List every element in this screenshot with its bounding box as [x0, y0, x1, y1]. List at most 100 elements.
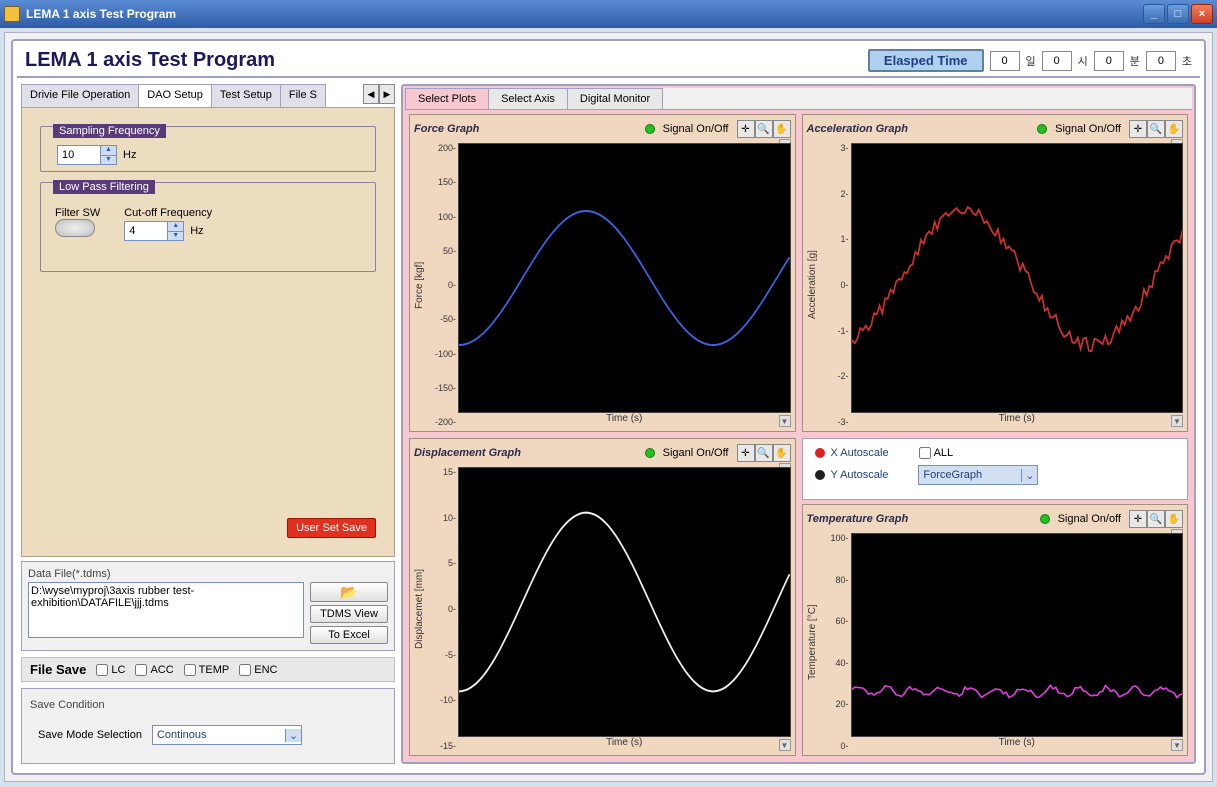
- led-icon: [645, 124, 655, 134]
- save-mode-combo[interactable]: Continous ⌄: [152, 725, 302, 745]
- dao-setup-panel: Sampling Frequency ▲▼ Hz Low Pass Filter…: [21, 108, 395, 557]
- accel-plot-cell: Acceleration Graph Signal On/Off ✛ 🔍 ✋ ▲…: [802, 114, 1189, 432]
- cursor-tool-button[interactable]: ✛: [1129, 120, 1147, 138]
- chk-enc[interactable]: [239, 664, 251, 676]
- left-tabs: Drivie File Operation DAO Setup Test Set…: [21, 84, 395, 108]
- app-title: LEMA 1 axis Test Program: [25, 49, 868, 72]
- autoscale-panel: X Autoscale ALL Y Autoscale ForceGraph ⌄: [802, 438, 1189, 500]
- tab-dao-setup[interactable]: DAO Setup: [138, 84, 212, 107]
- to-excel-button[interactable]: To Excel: [310, 626, 388, 644]
- pan-tool-button[interactable]: ✋: [773, 444, 791, 462]
- spin-down-icon[interactable]: ▼: [167, 231, 183, 240]
- temp-plot-area[interactable]: [851, 533, 1184, 737]
- pan-tool-button[interactable]: ✋: [1165, 510, 1183, 528]
- browse-folder-button[interactable]: 📂: [310, 582, 388, 602]
- disp-plot-cell: Displacement Graph Siganl On/Off ✛ 🔍 ✋ ▲…: [409, 438, 796, 756]
- spin-up-icon[interactable]: ▲: [167, 222, 183, 231]
- elapsed-sec-field[interactable]: [1146, 51, 1176, 71]
- app-icon: [4, 6, 20, 22]
- accel-ylabel: Acceleration [g]: [807, 143, 821, 427]
- tdms-view-button[interactable]: TDMS View: [310, 605, 388, 623]
- sampling-unit: Hz: [123, 149, 136, 161]
- tab-file-s[interactable]: File S: [280, 84, 326, 107]
- tab-digital-monitor[interactable]: Digital Monitor: [567, 88, 663, 109]
- chevron-down-icon: ⌄: [1021, 469, 1037, 482]
- cutoff-unit: Hz: [190, 225, 203, 237]
- chk-temp[interactable]: [184, 664, 196, 676]
- x-autoscale-label[interactable]: X Autoscale: [831, 447, 889, 459]
- sampling-freq-input[interactable]: ▲▼: [57, 145, 117, 165]
- filter-sw-toggle[interactable]: [55, 219, 95, 237]
- data-file-path-input[interactable]: D:\wyse\myproj\3axis rubber test-exhibit…: [28, 582, 304, 638]
- maximize-button[interactable]: □: [1167, 4, 1189, 24]
- close-button[interactable]: ×: [1191, 4, 1213, 24]
- disp-plot-area[interactable]: [458, 467, 791, 737]
- all-checkbox[interactable]: [919, 447, 931, 459]
- save-condition-label: Save Condition: [30, 699, 386, 711]
- title-bar: LEMA 1 axis Test Program _ □ ×: [0, 0, 1217, 28]
- cursor-tool-button[interactable]: ✛: [1129, 510, 1147, 528]
- sampling-freq-label: Sampling Frequency: [53, 124, 166, 138]
- y-autoscale-label[interactable]: Y Autoscale: [831, 469, 889, 481]
- spin-down-icon[interactable]: ▼: [100, 155, 116, 164]
- pan-tool-button[interactable]: ✋: [1165, 120, 1183, 138]
- zoom-tool-button[interactable]: 🔍: [1147, 510, 1165, 528]
- temp-yaxis: 100-80-60-40-20-0-: [821, 533, 851, 751]
- zoom-tool-button[interactable]: 🔍: [755, 120, 773, 138]
- scroll-down-icon[interactable]: ▼: [779, 415, 791, 427]
- data-file-box: Data File(*.tdms) D:\wyse\myproj\3axis r…: [21, 561, 395, 651]
- tab-select-plots[interactable]: Select Plots: [405, 88, 489, 109]
- tab-select-axis[interactable]: Select Axis: [488, 88, 568, 109]
- force-ylabel: Force [kgf]: [414, 143, 428, 427]
- tab-scroll-right[interactable]: ▶: [379, 84, 395, 104]
- elapsed-day-field[interactable]: [990, 51, 1020, 71]
- dot-icon: [815, 470, 825, 480]
- chk-acc[interactable]: [135, 664, 147, 676]
- zoom-tool-button[interactable]: 🔍: [1147, 120, 1165, 138]
- zoom-tool-button[interactable]: 🔍: [755, 444, 773, 462]
- header: LEMA 1 axis Test Program Elasped Time 일 …: [17, 45, 1200, 78]
- window-title: LEMA 1 axis Test Program: [26, 7, 1143, 21]
- chevron-down-icon: ⌄: [285, 729, 301, 742]
- force-yaxis: 200-150-100-50-0--50--100--150--200-: [428, 143, 458, 427]
- elapsed-time-button[interactable]: Elasped Time: [868, 49, 984, 72]
- file-save-label: File Save: [30, 662, 86, 677]
- disp-signal-label: Siganl On/Off: [663, 447, 729, 459]
- tab-drive-file[interactable]: Drivie File Operation: [21, 84, 139, 107]
- elapsed-hour-field[interactable]: [1042, 51, 1072, 71]
- spin-up-icon[interactable]: ▲: [100, 146, 116, 155]
- elapsed-min-field[interactable]: [1094, 51, 1124, 71]
- cursor-tool-button[interactable]: ✛: [737, 444, 755, 462]
- accel-plot-area[interactable]: [851, 143, 1184, 413]
- scroll-down-icon[interactable]: ▼: [779, 739, 791, 751]
- file-save-row: File Save LC ACC TEMP ENC: [21, 657, 395, 682]
- force-plot-area[interactable]: [458, 143, 791, 413]
- disp-xlabel: Time (s): [458, 737, 791, 751]
- accel-xlabel: Time (s): [851, 413, 1184, 427]
- force-xlabel: Time (s): [458, 413, 791, 427]
- lpf-label: Low Pass Filtering: [53, 180, 155, 194]
- tab-test-setup[interactable]: Test Setup: [211, 84, 281, 107]
- led-icon: [1037, 124, 1047, 134]
- temp-signal-label: Signal On/off: [1058, 513, 1121, 525]
- chk-lc[interactable]: [96, 664, 108, 676]
- cursor-tool-button[interactable]: ✛: [737, 120, 755, 138]
- cutoff-freq-input[interactable]: ▲▼: [124, 221, 184, 241]
- disp-yaxis: 15-10-5-0--5--10--15-: [428, 467, 458, 751]
- user-set-save-button[interactable]: User Set Save: [287, 518, 376, 538]
- autoscale-combo[interactable]: ForceGraph ⌄: [918, 465, 1038, 485]
- elapsed-day-unit: 일: [1026, 53, 1036, 69]
- save-mode-label: Save Mode Selection: [38, 729, 142, 741]
- temp-xlabel: Time (s): [851, 737, 1184, 751]
- minimize-button[interactable]: _: [1143, 4, 1165, 24]
- save-condition-box: Save Condition Save Mode Selection Conti…: [21, 688, 395, 764]
- scroll-down-icon[interactable]: ▼: [1171, 415, 1183, 427]
- cutoff-label: Cut-off Frequency: [124, 207, 212, 219]
- tab-scroll-left[interactable]: ◀: [363, 84, 379, 104]
- elapsed-hour-unit: 시: [1078, 53, 1088, 69]
- folder-icon: 📂: [340, 584, 357, 600]
- right-tabs: Select Plots Select Axis Digital Monitor: [405, 88, 1192, 110]
- pan-tool-button[interactable]: ✋: [773, 120, 791, 138]
- scroll-down-icon[interactable]: ▼: [1171, 739, 1183, 751]
- filter-sw-label: Filter SW: [55, 207, 100, 219]
